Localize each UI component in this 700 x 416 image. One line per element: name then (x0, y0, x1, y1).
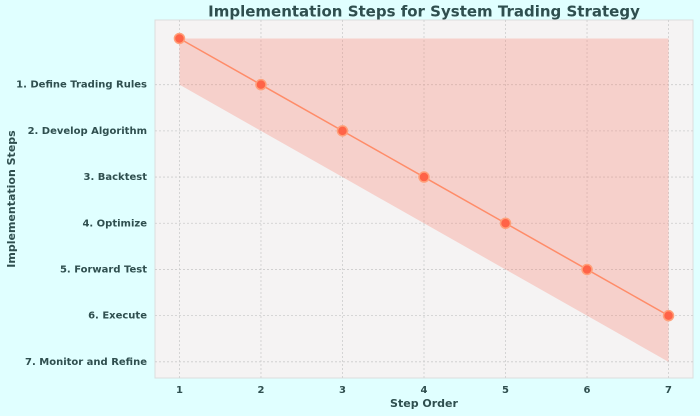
band-area (179, 38, 669, 362)
x-tick-label: 4 (421, 385, 428, 396)
y-tick-label: 5. Forward Test (60, 264, 147, 275)
y-tick-label: 2. Develop Algorithm (28, 126, 147, 137)
marker (173, 32, 186, 45)
x-tick-label: 2 (257, 385, 264, 396)
marker (418, 171, 430, 183)
y-axis-label: Implementation Steps (5, 130, 18, 268)
y-tick-label: 6. Execute (88, 311, 147, 322)
x-tick-label: 7 (665, 385, 672, 396)
marker (336, 125, 349, 137)
chart-title: Implementation Steps for System Trading … (208, 3, 640, 21)
x-tick-label: 1 (176, 385, 183, 396)
plot-area (154, 19, 694, 379)
y-tick-label: 1. Define Trading Rules (16, 80, 147, 91)
x-axis-label: Step Order (390, 397, 458, 410)
marker (662, 309, 675, 322)
marker (499, 217, 512, 230)
x-tick-label: 3 (339, 385, 346, 396)
y-tick-label: 3. Backtest (84, 172, 148, 183)
x-tick-label: 6 (584, 385, 591, 396)
y-tick-label: 4. Optimize (82, 218, 147, 229)
marker (581, 263, 593, 276)
y-tick-label: 7. Monitor and Refine (25, 357, 147, 368)
marker (255, 78, 267, 91)
x-tick-label: 5 (502, 385, 509, 396)
